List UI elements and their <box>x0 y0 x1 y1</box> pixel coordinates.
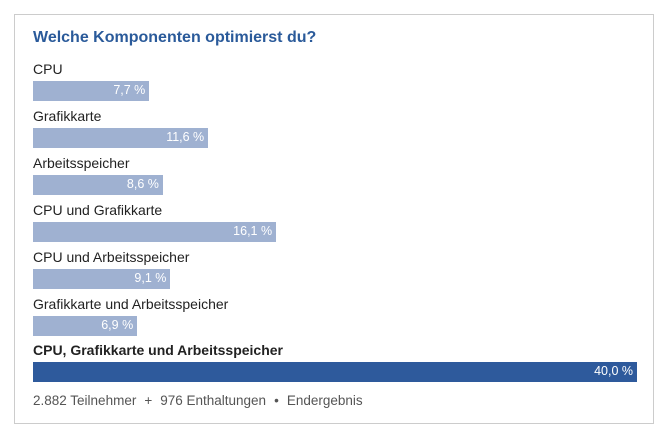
bar: 8,6 % <box>33 175 163 195</box>
poll-card: Welche Komponenten optimierst du? CPU 7,… <box>14 14 654 424</box>
bar-value-label: 9,1 % <box>134 271 167 285</box>
bar-value-label: 40,0 % <box>594 364 633 378</box>
option-label: Grafikkarte <box>33 108 102 124</box>
option-label: CPU und Grafikkarte <box>33 202 163 218</box>
option-label: Arbeitsspeicher <box>33 155 130 171</box>
bar-value-label: 7,7 % <box>113 83 146 97</box>
bar-track: 6,9 % <box>33 316 637 336</box>
bar: 11,6 % <box>33 128 209 148</box>
bar: 16,1 % <box>33 222 277 242</box>
separator: + <box>144 393 153 408</box>
bar-track: 16,1 % <box>33 222 637 242</box>
bar-track: 40,0 % <box>33 362 637 382</box>
bar-track: 8,6 % <box>33 175 637 195</box>
option-label: CPU <box>33 61 63 77</box>
poll-option: CPU 7,7 % <box>33 61 637 105</box>
bar-track: 9,1 % <box>33 269 637 289</box>
option-label: Grafikkarte und Arbeitsspeicher <box>33 296 229 312</box>
option-label: CPU, Grafikkarte und Arbeitsspeicher <box>33 342 284 358</box>
bar-value-label: 16,1 % <box>233 224 273 238</box>
bar: 7,7 % <box>33 81 150 101</box>
abstentions-count: 976 Enthaltungen <box>160 393 267 408</box>
poll-option: Grafikkarte und Arbeitsspeicher 6,9 % <box>33 296 637 340</box>
result-status: Endergebnis <box>286 393 363 408</box>
poll-title: Welche Komponenten optimierst du? <box>33 29 317 46</box>
bar-value-label: 11,6 % <box>166 130 205 144</box>
bar-track: 11,6 % <box>33 128 637 148</box>
bar: 6,9 % <box>33 316 138 336</box>
option-label: CPU und Arbeitsspeicher <box>33 249 190 265</box>
poll-option: Arbeitsspeicher 8,6 % <box>33 155 637 199</box>
bar: 9,1 % <box>33 269 171 289</box>
separator: • <box>274 393 279 408</box>
poll-option: Grafikkarte 11,6 % <box>33 108 637 152</box>
poll-option: CPU und Arbeitsspeicher 9,1 % <box>33 249 637 293</box>
participants-count: 2.882 Teilnehmer <box>33 393 137 408</box>
poll-option: CPU und Grafikkarte 16,1 % <box>33 202 637 246</box>
bar: 40,0 % <box>33 362 637 382</box>
bar-value-label: 6,9 % <box>101 318 134 332</box>
bar-value-label: 8,6 % <box>126 177 159 191</box>
poll-option: CPU, Grafikkarte und Arbeitsspeicher 40,… <box>33 342 637 386</box>
poll-footer: 2.882 Teilnehmer +976 Enthaltungen • Enderg… <box>33 393 363 408</box>
bar-track: 7,7 % <box>33 81 637 101</box>
